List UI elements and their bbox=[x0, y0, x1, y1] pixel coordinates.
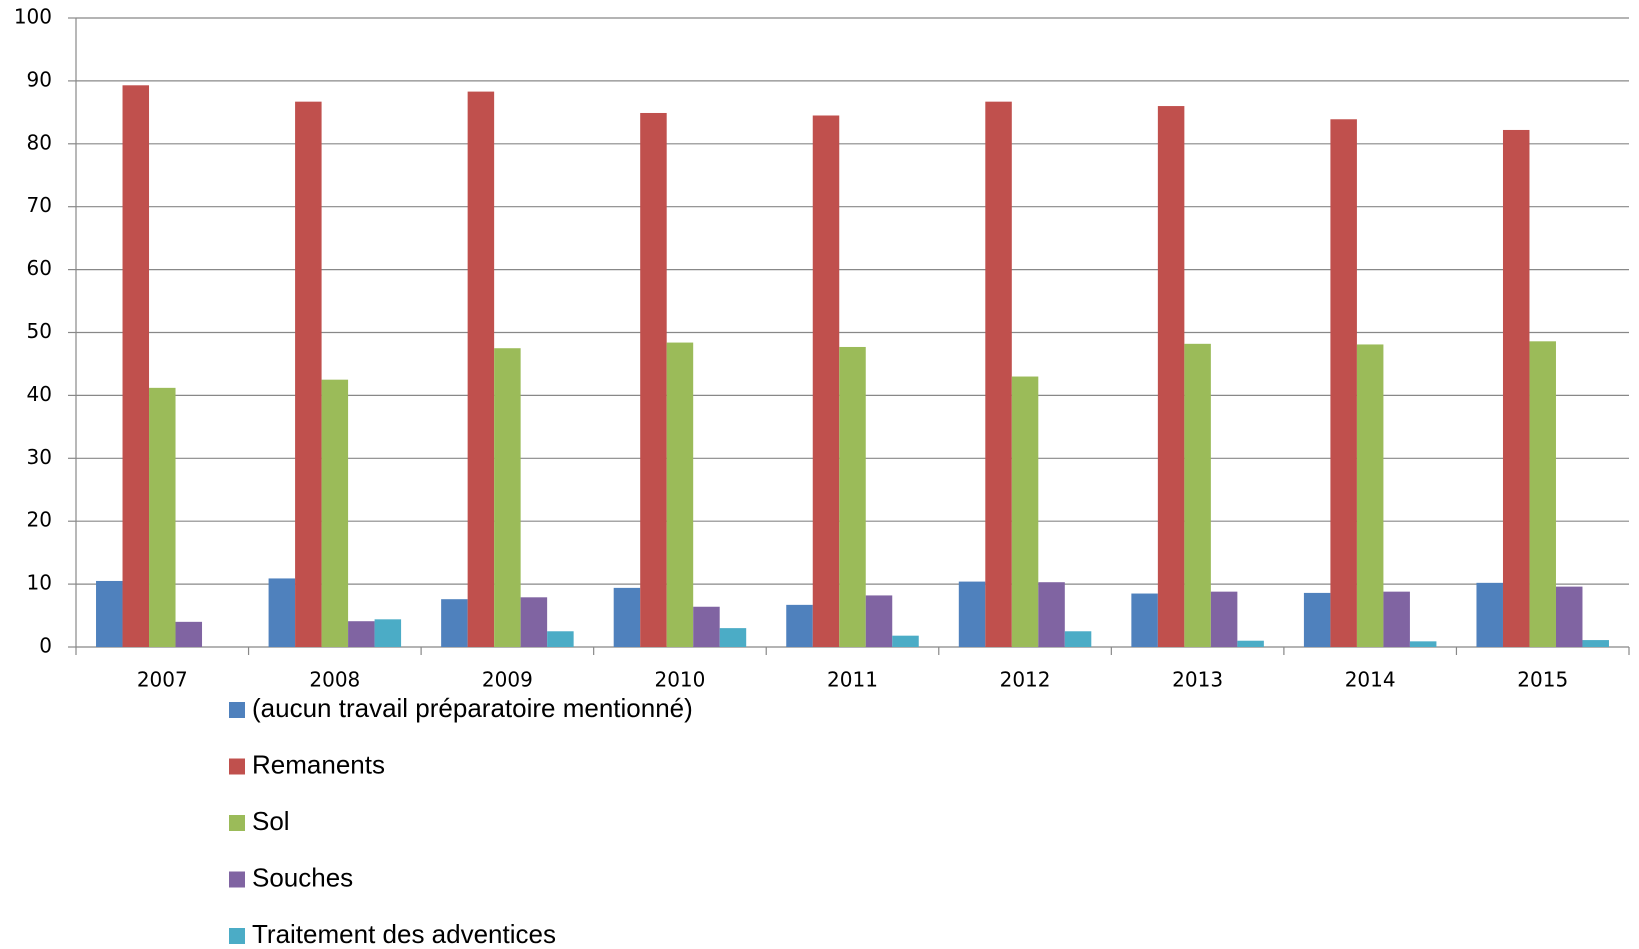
x-tick-label: 2007 bbox=[137, 668, 188, 692]
bar bbox=[1356, 344, 1384, 647]
bar bbox=[1210, 591, 1238, 647]
legend-swatch bbox=[229, 702, 245, 718]
legend-label: (aucun travail préparatoire mentionné) bbox=[252, 693, 693, 723]
bar bbox=[719, 628, 747, 647]
bar bbox=[175, 621, 203, 647]
bar bbox=[1038, 582, 1065, 647]
bar bbox=[268, 578, 296, 647]
bar bbox=[985, 101, 1012, 648]
bar bbox=[865, 595, 893, 647]
legend-swatch bbox=[229, 758, 245, 775]
bar bbox=[1383, 591, 1410, 647]
y-tick-label: 100 bbox=[14, 5, 52, 29]
y-tick-label: 70 bbox=[27, 193, 52, 217]
bar bbox=[892, 635, 919, 647]
bar bbox=[1157, 106, 1185, 647]
y-tick-label: 90 bbox=[27, 67, 52, 91]
y-tick-label: 60 bbox=[27, 256, 52, 280]
bar bbox=[786, 604, 813, 647]
bar bbox=[1064, 631, 1092, 647]
x-tick-label: 2008 bbox=[309, 668, 360, 692]
bar bbox=[640, 112, 667, 647]
x-tick-label: 2013 bbox=[1172, 668, 1223, 692]
bar bbox=[1330, 119, 1357, 648]
y-tick-label: 0 bbox=[39, 634, 52, 658]
bar bbox=[494, 348, 521, 647]
bar bbox=[122, 85, 150, 648]
bar bbox=[1502, 129, 1530, 647]
x-tick-label: 2012 bbox=[1000, 668, 1051, 692]
legend-swatch bbox=[229, 871, 245, 888]
bar bbox=[693, 606, 720, 647]
x-tick-label: 2010 bbox=[654, 668, 705, 692]
y-tick-label: 50 bbox=[27, 319, 52, 343]
bar bbox=[958, 581, 986, 647]
bar bbox=[467, 91, 495, 647]
bar bbox=[321, 379, 349, 647]
bar bbox=[613, 587, 641, 647]
bar bbox=[374, 619, 402, 647]
bar bbox=[520, 597, 548, 647]
legend-label: Sol bbox=[252, 806, 290, 836]
legend-label: Souches bbox=[252, 862, 353, 892]
x-tick-label: 2014 bbox=[1345, 668, 1396, 692]
y-tick-label: 20 bbox=[27, 508, 52, 532]
bar bbox=[149, 387, 176, 647]
bar bbox=[812, 115, 840, 648]
bar bbox=[1303, 592, 1331, 647]
bar bbox=[96, 580, 123, 647]
bar bbox=[1476, 582, 1503, 647]
bar bbox=[666, 342, 694, 647]
bar bbox=[839, 346, 866, 647]
bar bbox=[1184, 343, 1211, 647]
legend-swatch bbox=[229, 815, 245, 831]
bar bbox=[1409, 641, 1437, 647]
bar bbox=[1555, 586, 1583, 647]
y-tick-label: 10 bbox=[27, 571, 52, 595]
bar bbox=[441, 599, 468, 647]
legend-label: Remanents bbox=[252, 749, 385, 779]
x-tick-label: 2015 bbox=[1517, 668, 1568, 692]
bar bbox=[1237, 640, 1264, 647]
bar bbox=[1011, 376, 1039, 647]
legend-swatch bbox=[229, 928, 245, 944]
bar bbox=[1582, 640, 1609, 647]
bar bbox=[1529, 341, 1556, 647]
legend-label: Traitement des adventices bbox=[252, 919, 556, 949]
x-tick-label: 2011 bbox=[827, 668, 878, 692]
bar bbox=[295, 101, 322, 648]
x-tick-label: 2009 bbox=[482, 668, 533, 692]
bar bbox=[348, 621, 375, 647]
y-tick-label: 30 bbox=[27, 445, 52, 469]
bar bbox=[1131, 593, 1158, 647]
bar bbox=[547, 631, 574, 647]
y-tick-label: 40 bbox=[27, 382, 52, 406]
y-tick-label: 80 bbox=[27, 130, 52, 154]
